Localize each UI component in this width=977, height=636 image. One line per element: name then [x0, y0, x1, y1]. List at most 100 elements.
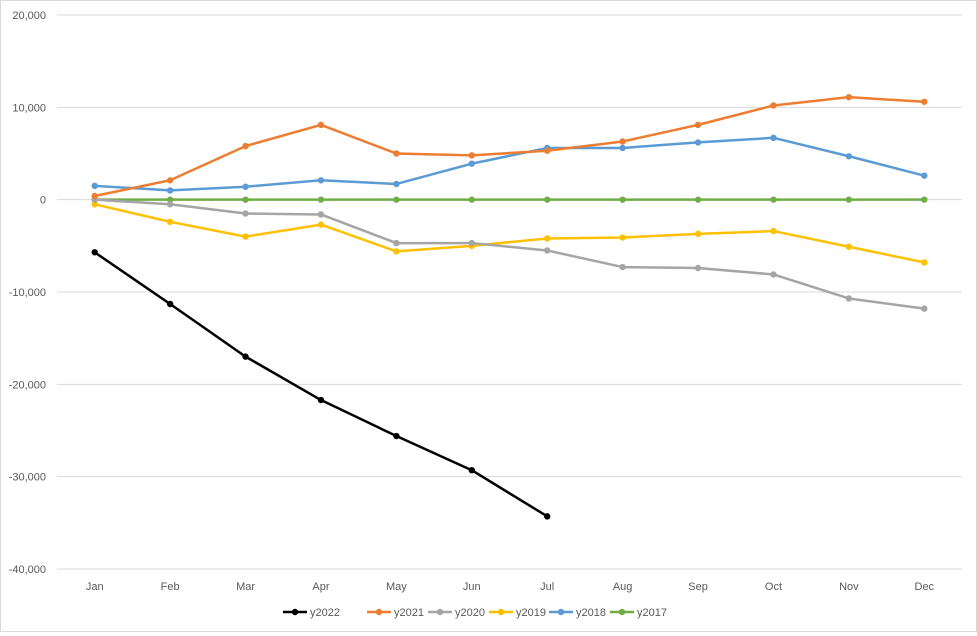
data-point-y2018 — [845, 153, 853, 160]
data-point-y2021 — [393, 150, 400, 157]
y-tick-label: 10,000 — [12, 102, 46, 114]
data-point-y2021 — [845, 93, 853, 101]
series-line-y2020 — [93, 198, 926, 310]
data-point-y2017 — [619, 196, 626, 203]
series-line-y2021 — [93, 95, 926, 198]
data-point-y2019 — [694, 230, 702, 238]
data-point-y2018 — [468, 160, 475, 167]
data-point-y2019 — [845, 243, 853, 250]
data-point-y2020 — [242, 210, 249, 217]
data-point-y2020 — [544, 247, 551, 254]
legend-item-y2019: y2019 — [489, 607, 546, 619]
data-point-y2017 — [468, 196, 475, 203]
series-y2017 — [91, 196, 928, 203]
series-y2020 — [91, 196, 928, 312]
legend: y2022 y2021 y2020 y2019 y2018 y2017 — [283, 607, 667, 619]
data-point-y2021 — [921, 98, 928, 105]
data-point-y2020 — [468, 239, 475, 247]
x-tick-label: Jun — [463, 581, 481, 593]
data-point-y2020 — [694, 264, 702, 272]
data-point-y2017 — [770, 196, 777, 203]
data-point-y2018 — [166, 187, 174, 194]
x-tick-label: Oct — [765, 581, 782, 593]
legend-swatch-marker — [375, 608, 383, 616]
data-point-y2019 — [921, 259, 928, 266]
legend-item-y2022: y2022 — [283, 607, 340, 619]
data-point-y2018 — [91, 182, 98, 190]
data-point-y2021 — [544, 147, 551, 154]
x-tick-label: Dec — [915, 581, 935, 593]
x-tick-label: Feb — [161, 581, 180, 593]
data-point-y2022 — [317, 396, 325, 404]
data-point-y2017 — [242, 196, 249, 203]
data-point-y2018 — [317, 177, 325, 184]
data-point-y2017 — [694, 196, 702, 203]
legend-label: y2020 — [455, 607, 485, 619]
data-point-y2022 — [166, 300, 174, 308]
legend-label: y2017 — [637, 607, 667, 619]
data-point-y2018 — [619, 144, 626, 152]
x-tick-label: Sep — [688, 581, 708, 593]
data-point-y2020 — [619, 263, 626, 271]
y-tick-label: -30,000 — [9, 472, 46, 484]
x-tick-label: Nov — [839, 581, 859, 593]
series-lines — [91, 93, 928, 520]
data-point-y2020 — [166, 201, 174, 208]
y-tick-label: 20,000 — [12, 10, 46, 22]
y-axis: 20,000 10,000 0 -10,000 -20,000 -30,000 -40,00… — [9, 10, 46, 576]
legend-swatch-marker — [291, 608, 299, 616]
legend-label: y2019 — [516, 607, 546, 619]
data-point-y2018 — [921, 172, 928, 179]
data-point-y2020 — [770, 271, 777, 278]
legend-swatch-marker — [618, 608, 626, 616]
legend-label: y2018 — [576, 607, 606, 619]
legend-label: y2022 — [310, 607, 340, 619]
data-point-y2021 — [91, 192, 98, 200]
legend-item-y2020: y2020 — [428, 607, 485, 619]
data-point-y2017 — [921, 196, 928, 203]
x-tick-label: Jul — [540, 581, 554, 593]
data-point-y2021 — [694, 121, 702, 129]
series-line-y2019 — [93, 203, 926, 264]
y-tick-label: 0 — [40, 195, 46, 207]
data-point-y2017 — [393, 196, 400, 203]
y-tick-label: -40,000 — [9, 564, 46, 576]
data-point-y2020 — [845, 295, 853, 302]
legend-label: y2021 — [394, 607, 424, 619]
data-point-y2021 — [242, 142, 249, 150]
data-point-y2020 — [921, 305, 928, 312]
data-point-y2020 — [317, 211, 325, 218]
legend-item-y2021: y2021 — [367, 607, 424, 619]
legend-swatch-marker — [497, 608, 505, 616]
data-point-y2017 — [845, 196, 853, 203]
data-point-y2021 — [468, 152, 475, 159]
series-y2022 — [91, 249, 551, 520]
data-point-y2022 — [468, 467, 475, 474]
data-point-y2022 — [242, 353, 249, 360]
data-point-y2018 — [770, 134, 777, 142]
data-point-y2019 — [166, 218, 174, 226]
data-point-y2019 — [619, 234, 626, 241]
data-point-y2017 — [317, 196, 325, 203]
data-point-y2018 — [242, 183, 249, 190]
data-point-y2021 — [166, 177, 174, 184]
data-point-y2019 — [317, 221, 325, 228]
x-tick-label: Jan — [86, 581, 104, 593]
data-point-y2022 — [91, 249, 98, 256]
data-point-y2017 — [166, 196, 174, 203]
y-tick-label: -20,000 — [9, 379, 46, 391]
series-y2021 — [91, 93, 928, 200]
series-line-y2018 — [93, 136, 926, 192]
data-point-y2019 — [770, 227, 777, 235]
x-tick-label: Apr — [312, 581, 329, 593]
data-point-y2019 — [544, 235, 551, 242]
data-point-y2018 — [694, 139, 702, 146]
x-axis: Jan Feb Mar Apr May Jun Jul Aug Sep Oct Nov Dec — [86, 581, 935, 593]
x-tick-label: May — [386, 581, 407, 593]
data-point-y2021 — [770, 102, 777, 109]
x-tick-label: Mar — [236, 581, 255, 593]
series-y2018 — [91, 134, 928, 194]
legend-swatch-marker — [436, 608, 444, 616]
x-tick-label: Aug — [613, 581, 633, 593]
